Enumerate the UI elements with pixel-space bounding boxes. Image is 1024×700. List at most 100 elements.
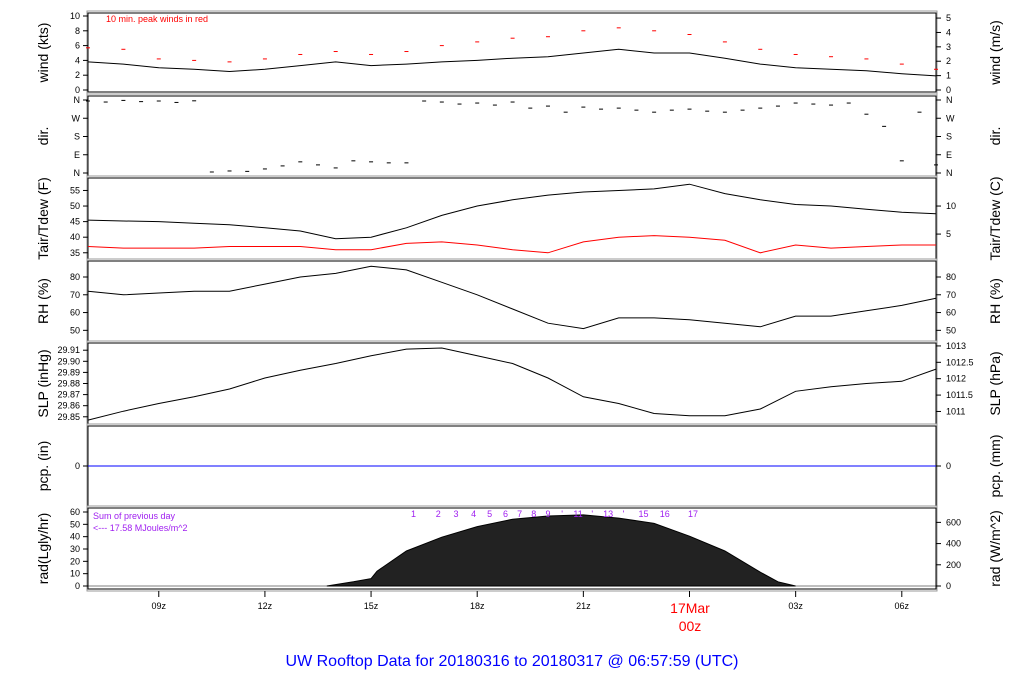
y-tick-label: 70 [70, 290, 80, 300]
y-axis-label: SLP (inHg) [35, 349, 51, 417]
y-axis-label-right: SLP (hPa) [987, 351, 1003, 415]
y-tick-label: 2 [75, 70, 80, 80]
y-tick-label-right: 1012.5 [946, 357, 974, 367]
x-tick-label: 06z [895, 601, 910, 611]
y-tick-label-right: 2 [946, 56, 951, 66]
rh-line [87, 265, 937, 330]
y-axis-label: rad(Lgly/hr) [35, 513, 51, 585]
sunshine-hour-marker: 13 [603, 509, 613, 519]
y-tick-label: N [74, 168, 81, 178]
y-axis-label: RH (%) [35, 278, 51, 324]
y-tick-label-right: 60 [946, 308, 956, 318]
panel-outer-frame [86, 175, 938, 262]
y-tick-label: 29.88 [57, 379, 80, 389]
sunshine-hour-marker: 1 [411, 509, 416, 519]
panel-outer-frame [86, 258, 938, 344]
date-marker-day: 17Mar [670, 600, 710, 616]
sunshine-hour-marker: 2 [436, 509, 441, 519]
y-tick-label: 80 [70, 272, 80, 282]
y-tick-label-right: E [946, 150, 952, 160]
y-tick-label: 29.90 [57, 356, 80, 366]
rad-sum-label: Sum of previous day [93, 511, 176, 521]
y-tick-label-right: 1 [946, 71, 951, 81]
y-tick-label: 60 [70, 308, 80, 318]
panel-frame [87, 260, 937, 342]
y-tick-label-right: 400 [946, 539, 961, 549]
y-tick-label: 30 [70, 544, 80, 554]
wind-line [87, 48, 937, 77]
y-axis-label-right: rad (W/m^2) [987, 510, 1003, 587]
sunshine-hour-marker: 11 [573, 509, 582, 519]
x-tick-label: 21z [576, 601, 591, 611]
y-tick-label-right: 10 [946, 201, 956, 211]
y-tick-label-right: 80 [946, 272, 956, 282]
y-tick-label: 0 [75, 85, 80, 95]
y-tick-label: 60 [70, 507, 80, 517]
panel-frame [87, 12, 937, 93]
y-tick-label-right: N [946, 95, 953, 105]
y-tick-label: 6 [75, 41, 80, 51]
x-tick-label: 03z [788, 601, 803, 611]
panel-frame [87, 95, 937, 177]
y-tick-label: N [74, 95, 81, 105]
y-axis-label-right: pcp. (mm) [987, 435, 1003, 498]
panel-frame [87, 342, 937, 425]
y-tick-label-right: 1011.5 [946, 390, 973, 400]
panel-outer-frame [86, 340, 938, 427]
y-tick-label: 0 [75, 581, 80, 591]
y-axis-label: dir. [35, 127, 51, 146]
peak-wind-note: 10 min. peak winds in red [106, 14, 208, 24]
y-tick-label-right: 70 [946, 290, 956, 300]
y-tick-label: 50 [70, 325, 80, 335]
sunshine-hour-marker: 6 [503, 509, 508, 519]
y-tick-label-right: 200 [946, 560, 961, 570]
tair-line [87, 183, 937, 240]
y-tick-label: 40 [70, 232, 80, 242]
y-tick-label: 0 [75, 461, 80, 471]
x-tick-label: 12z [258, 601, 273, 611]
y-tick-label: S [74, 132, 80, 142]
y-tick-label: 4 [75, 55, 80, 65]
sunshine-hour-marker: 4 [471, 509, 476, 519]
sunshine-hour-marker: 15 [638, 509, 648, 519]
y-tick-label: 29.85 [57, 412, 80, 422]
y-tick-label: 10 [70, 569, 80, 579]
y-axis-label: pcp. (in) [35, 441, 51, 492]
y-axis-label: wind (kts) [35, 23, 51, 84]
y-tick-label-right: 1012 [946, 374, 966, 384]
y-tick-label: 20 [70, 556, 80, 566]
sunshine-hour-marker: 9 [545, 509, 550, 519]
y-tick-label: E [74, 150, 80, 160]
y-tick-label: W [72, 113, 81, 123]
y-tick-label-right: 3 [946, 42, 951, 52]
y-tick-label-right: 600 [946, 517, 961, 527]
chart-title: UW Rooftop Data for 20180316 to 20180317… [286, 653, 739, 670]
y-axis-label-right: RH (%) [987, 278, 1003, 324]
y-tick-label: 45 [70, 217, 80, 227]
y-tick-label-right: 4 [946, 27, 951, 37]
sunshine-hour-marker: 5 [487, 509, 492, 519]
panel-outer-frame [86, 93, 938, 179]
sunshine-hour-marker: 16 [660, 509, 670, 519]
slp-line [87, 347, 937, 421]
x-tick-label: 15z [364, 601, 379, 611]
radiation-area [326, 514, 796, 587]
y-axis-label: Tair/Tdew (F) [35, 177, 51, 259]
y-tick-label-right: N [946, 168, 953, 178]
sunshine-hour-marker: 17 [688, 509, 698, 519]
y-tick-label: 50 [70, 519, 80, 529]
rad-sum-value: <--- 17.58 MJoules/m^2 [93, 523, 188, 533]
sunshine-hour-marker: 7 [517, 509, 522, 519]
sunshine-hour-marker: ' [561, 509, 563, 519]
y-tick-label: 10 [70, 11, 80, 21]
y-tick-label-right: S [946, 132, 952, 142]
y-tick-label-right: W [946, 113, 955, 123]
y-axis-label-right: wind (m/s) [987, 20, 1003, 86]
x-tick-label: 18z [470, 601, 485, 611]
sunshine-hour-marker: 3 [453, 509, 458, 519]
y-tick-label: 29.89 [57, 367, 80, 377]
y-tick-label: 40 [70, 532, 80, 542]
y-tick-label: 29.86 [57, 401, 80, 411]
y-tick-label: 35 [70, 248, 80, 258]
date-marker-hour: 00z [679, 618, 702, 634]
